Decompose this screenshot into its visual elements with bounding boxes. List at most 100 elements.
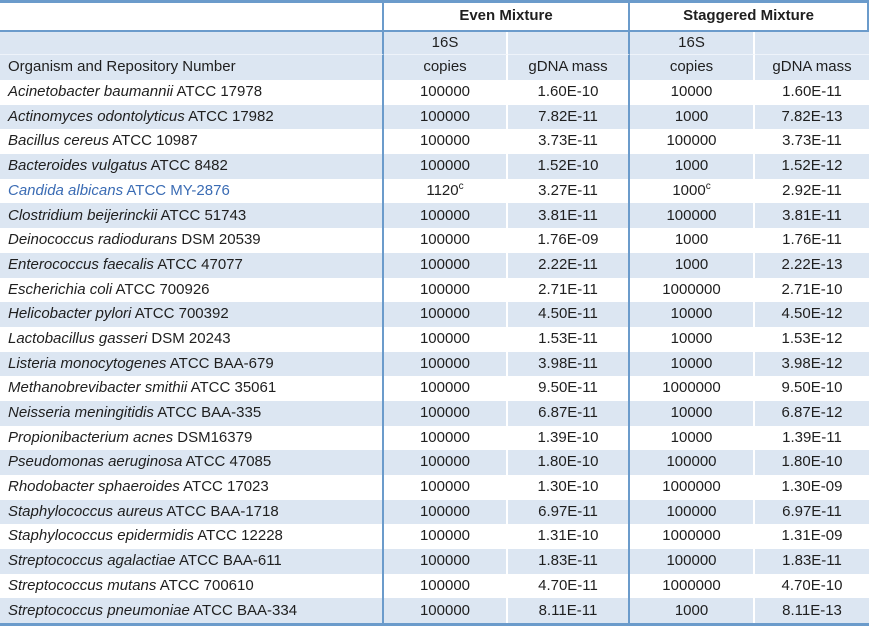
staggered-copies-cell: 1000000 — [630, 573, 755, 599]
table-row: Staphylococcus epidermidis ATCC 12228 100… — [0, 524, 869, 550]
staggered-gdna-mass-cell: 1.80E-10 — [755, 450, 869, 475]
even-copies-cell: 100000 — [384, 302, 508, 327]
staggered-gdna-mass-cell: 1.30E-09 — [755, 475, 869, 500]
table-row: Streptococcus mutans ATCC 700610 100000 4.… — [0, 573, 869, 599]
staggered-gdna-mass-cell: 2.92E-11 — [755, 178, 869, 204]
staggered-copies-cell: 1000000 — [630, 475, 755, 500]
even-copies-cell: 100000 — [384, 425, 508, 451]
staggered-copies-cell: 100000 — [630, 129, 755, 155]
organism-name: Streptococcus pneumoniae — [8, 601, 190, 619]
staggered-gdna-mass-cell: 4.50E-12 — [755, 302, 869, 327]
organism-cell: Enterococcus faecalis ATCC 47077 — [0, 252, 384, 278]
even-copies-cell: 100000 — [384, 154, 508, 179]
table-row: Streptococcus agalactiae ATCC BAA-611 100… — [0, 549, 869, 574]
even-16s-label: 16S — [384, 32, 508, 55]
organism-name: Propionibacterium acnes — [8, 428, 174, 446]
staggered-gdna-mass-cell: 1.53E-12 — [755, 326, 869, 352]
even-copies-column-header: copies — [384, 55, 508, 80]
organism-cell: Lactobacillus gasseri DSM 20243 — [0, 326, 384, 352]
staggered-copies-cell: 1000000 — [630, 524, 755, 550]
organism-name: Deinococcus radiodurans — [8, 231, 178, 249]
table-row: Streptococcus pneumoniae ATCC BAA-334 100… — [0, 598, 869, 624]
group-header-empty-cell — [0, 3, 384, 32]
organism-name: Methanobrevibacter smithii — [8, 379, 188, 397]
even-gdna-mass-cell: 1.83E-11 — [508, 549, 630, 574]
organism-name: Lactobacillus gasseri — [8, 329, 148, 347]
even-copies-cell: 100000 — [384, 400, 508, 426]
footnote-marker: c — [705, 180, 711, 192]
table-row: Acinetobacter baumannii ATCC 17978 100000… — [0, 80, 869, 105]
organism-name: Clostridium beijerinckii — [8, 206, 158, 224]
staggered-gdna-column-header: gDNA mass — [755, 55, 869, 80]
even-copies-cell: 100000 — [384, 326, 508, 352]
organism-name: Listeria monocytogenes — [8, 354, 167, 372]
footnote-marker: c — [458, 180, 464, 192]
group-header-row: Even Mixture Staggered Mixture — [0, 3, 869, 32]
staggered-copies-cell: 100000 — [630, 549, 755, 574]
staggered-gdna-mass-cell: 1.76E-11 — [755, 228, 869, 253]
even-copies-cell: 100000 — [384, 475, 508, 500]
table-row: Escherichia coli ATCC 700926 100000 2.71E-… — [0, 277, 869, 303]
staggered-gdna-mass-cell: 1.60E-11 — [755, 80, 869, 105]
staggered-gdna-mass-cell: 1.39E-11 — [755, 425, 869, 451]
staggered-gdna-mass-cell: 1.52E-12 — [755, 154, 869, 179]
even-gdna-mass-cell: 3.73E-11 — [508, 129, 630, 155]
organism-cell: Staphylococcus epidermidis ATCC 12228 — [0, 524, 384, 550]
even-gdna-mass-cell: 4.70E-11 — [508, 573, 630, 599]
organism-name: Acinetobacter baumannii — [8, 83, 174, 101]
even-copies-cell: 100000 — [384, 598, 508, 624]
even-copies-cell: 100000 — [384, 104, 508, 130]
organism-name: Escherichia coli — [8, 280, 113, 298]
even-gdna-mass-cell: 7.82E-11 — [508, 104, 630, 130]
staggered-copies-cell: 1000000 — [630, 376, 755, 401]
organism-cell: Propionibacterium acnes DSM16379 — [0, 425, 384, 451]
even-gdna-mass-cell: 6.97E-11 — [508, 499, 630, 525]
table-row: Pseudomonas aeruginosa ATCC 47085 100000 1… — [0, 450, 869, 475]
table-row: Neisseria meningitidis ATCC BAA-335 10000… — [0, 400, 869, 426]
even-copies-cell: 100000 — [384, 228, 508, 253]
staggered-copies-cell: 10000 — [630, 302, 755, 327]
staggered-copies-cell: 1000 — [630, 598, 755, 624]
subheader-empty-cell — [0, 32, 384, 55]
even-copies-cell: 100000 — [384, 524, 508, 550]
organism-cell: Streptococcus pneumoniae ATCC BAA-334 — [0, 598, 384, 624]
even-copies-cell: 100000 — [384, 549, 508, 574]
even-copies-cell: 100000 — [384, 252, 508, 278]
organism-cell: Rhodobacter sphaeroides ATCC 17023 — [0, 475, 384, 500]
even-gdna-mass-cell: 1.31E-10 — [508, 524, 630, 550]
even-copies-cell: 100000 — [384, 376, 508, 401]
staggered-copies-cell: 100000 — [630, 499, 755, 525]
staggered-copies-cell: 10000 — [630, 351, 755, 377]
staggered-gdna-mass-cell: 3.98E-12 — [755, 351, 869, 377]
staggered-gdna-mass-cell: 3.73E-11 — [755, 129, 869, 155]
even-gdna-mass-cell: 2.22E-11 — [508, 252, 630, 278]
staggered-copies-cell: 1000 — [630, 252, 755, 278]
organism-name: Bacillus cereus — [8, 132, 109, 150]
organism-name: Actinomyces odontolyticus — [8, 107, 185, 125]
staggered-gdna-mass-cell: 1.83E-11 — [755, 549, 869, 574]
table-row: Listeria monocytogenes ATCC BAA-679 10000… — [0, 351, 869, 377]
subheader-row-16s: 16S 16S — [0, 32, 869, 55]
even-copies-cell: 1120c — [384, 178, 508, 204]
staggered-gdna-mass-cell: 2.22E-13 — [755, 252, 869, 278]
even-copies-cell: 100000 — [384, 203, 508, 229]
even-copies-cell: 100000 — [384, 573, 508, 599]
organism-cell: Deinococcus radiodurans DSM 20539 — [0, 228, 384, 253]
organism-cell: Escherichia coli ATCC 700926 — [0, 277, 384, 303]
organism-name: Candida albicans — [8, 181, 124, 199]
column-header-row: Organism and Repository Number copies gD… — [0, 55, 869, 80]
organism-cell: Acinetobacter baumannii ATCC 17978 — [0, 80, 384, 105]
table-body: Acinetobacter baumannii ATCC 17978 100000… — [0, 80, 869, 624]
even-gdna-mass-cell: 1.39E-10 — [508, 425, 630, 451]
even-gdna-mass-cell: 3.81E-11 — [508, 203, 630, 229]
staggered-copies-cell: 100000 — [630, 203, 755, 229]
even-gdna-mass-cell: 8.11E-11 — [508, 598, 630, 624]
organism-cell: Streptococcus mutans ATCC 700610 — [0, 573, 384, 599]
organism-name: Streptococcus mutans — [8, 576, 157, 594]
organism-cell: Actinomyces odontolyticus ATCC 17982 — [0, 104, 384, 130]
organism-name: Staphylococcus aureus — [8, 502, 164, 520]
organism-cell: Pseudomonas aeruginosa ATCC 47085 — [0, 450, 384, 475]
table-row: Methanobrevibacter smithii ATCC 35061 100… — [0, 376, 869, 401]
staggered-gdna-mass-cell: 4.70E-10 — [755, 573, 869, 599]
